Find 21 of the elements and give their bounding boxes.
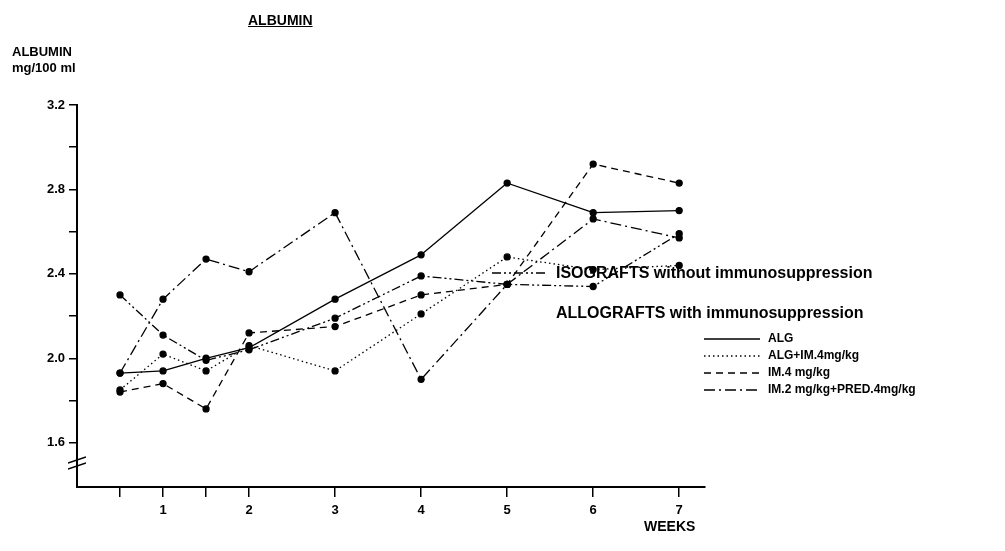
chart-title: ALBUMIN bbox=[248, 12, 313, 28]
x-tick-label: 7 bbox=[675, 502, 683, 518]
y-tick-label: 1.6 bbox=[46, 434, 65, 450]
x-tick-label: 2 bbox=[245, 502, 253, 518]
y-tick-label: 2.8 bbox=[46, 181, 65, 196]
annotation: ALLOGRAFTS with immunosuppression bbox=[556, 304, 865, 322]
x-tick-label: 5 bbox=[503, 502, 511, 518]
y-tick-label: 2.0 bbox=[46, 349, 65, 365]
x-axis-title: WEEKS bbox=[644, 518, 696, 534]
y-tick-label: 3.2 bbox=[46, 96, 65, 112]
x-tick-label: 6 bbox=[589, 502, 597, 518]
legend-label: IM.2 mg/kg+PRED.4mg/kg bbox=[768, 381, 916, 398]
legend-label: IM.4 mg/kg bbox=[768, 364, 831, 381]
x-tick-label: 3 bbox=[331, 502, 339, 518]
legend-label: ISOGRAFTS without immunosuppression bbox=[556, 264, 873, 282]
x-tick-label: 4 bbox=[417, 502, 426, 518]
legend-label: ALG+IM.4mg/kg bbox=[768, 347, 860, 364]
y-tick-label: 2.4 bbox=[46, 265, 66, 281]
x-tick-label: 1 bbox=[159, 502, 167, 518]
legend-label: ALG bbox=[768, 330, 794, 347]
y-axis-title: ALBUMIN mg/100 ml bbox=[12, 44, 77, 76]
